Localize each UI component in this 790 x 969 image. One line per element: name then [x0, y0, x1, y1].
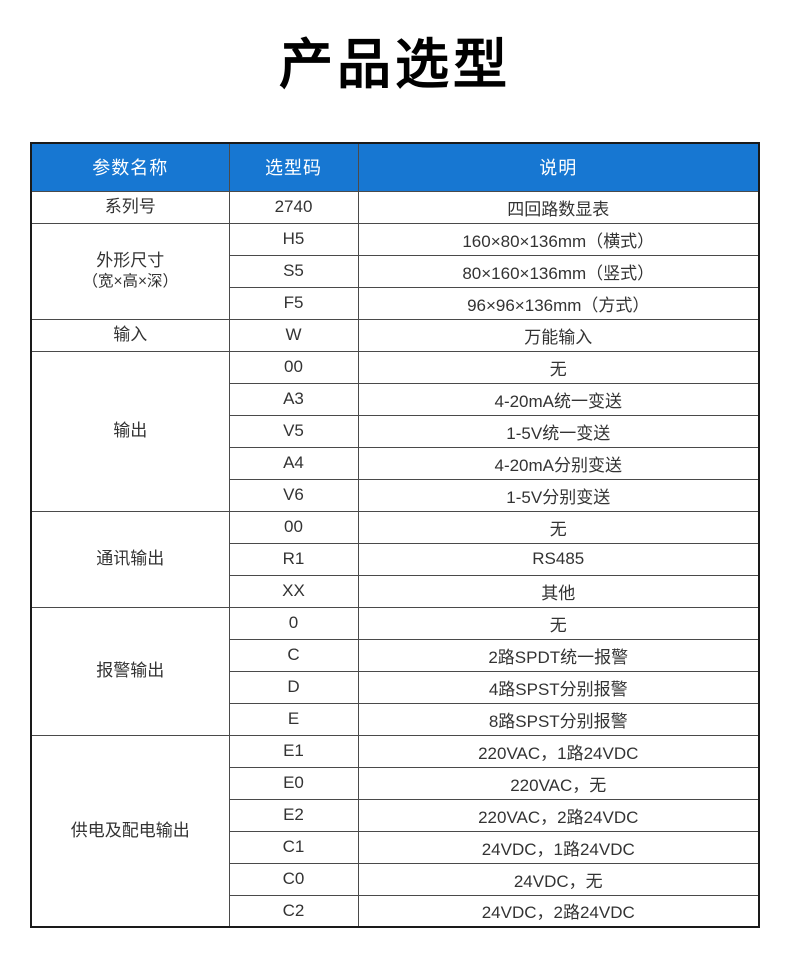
table-row: XX 其他: [31, 574, 760, 608]
desc-cell: 无: [357, 510, 760, 544]
param-label: 系列号: [104, 197, 156, 217]
code-cell: C0: [228, 862, 359, 896]
code-cell: H5: [228, 222, 359, 256]
param-cell: 输入: [30, 318, 230, 352]
code-cell: S5: [228, 254, 359, 288]
code-cell: A4: [228, 446, 359, 480]
table-row: E2 220VAC，2路24VDC: [31, 798, 760, 832]
table-row: A4 4-20mA分别变送: [31, 446, 760, 480]
desc-cell: 1-5V分别变送: [357, 478, 760, 512]
desc-cell: 2路SPDT统一报警: [357, 638, 760, 672]
param-cell: 输出: [30, 350, 230, 512]
desc-cell: 80×160×136mm（竖式）: [357, 254, 760, 288]
table-row: A3 4-20mA统一变送: [31, 382, 760, 416]
code-cell: E: [228, 702, 359, 736]
desc-cell: 4-20mA统一变送: [357, 382, 760, 416]
code-cell: C2: [228, 894, 359, 928]
table-row: 报警输出 0 无: [30, 606, 760, 736]
desc-cell: 220VAC，2路24VDC: [357, 798, 760, 832]
param-label: 报警输出: [96, 661, 165, 681]
table-row: R1 RS485: [31, 542, 760, 576]
param-label: 通讯输出: [96, 549, 165, 569]
code-cell: 0: [228, 606, 359, 640]
code-cell: XX: [228, 574, 359, 608]
desc-cell: 4路SPST分别报警: [357, 670, 760, 704]
table-row: 外形尺寸 （宽×高×深） H5 160×80×136mm（横式）: [30, 222, 760, 320]
code-cell: E2: [228, 798, 359, 832]
table-row: 输出 00 无: [30, 350, 760, 512]
desc-cell: 4-20mA分别变送: [357, 446, 760, 480]
column-header-param: 参数名称: [30, 142, 230, 192]
table-row: F5 96×96×136mm（方式）: [31, 286, 760, 320]
param-label: 输出: [113, 421, 148, 441]
desc-cell: 无: [357, 350, 760, 384]
code-cell: V6: [228, 478, 359, 512]
code-cell: F5: [228, 286, 359, 320]
code-cell: A3: [228, 382, 359, 416]
code-cell: C1: [228, 830, 359, 864]
param-cell: 报警输出: [30, 606, 230, 736]
code-cell: E0: [228, 766, 359, 800]
product-selection-table: 参数名称 选型码 说明 系列号 2740 四回路数显表外形尺寸 （宽×高×深） H5 16…: [30, 142, 760, 929]
desc-cell: 24VDC，无: [357, 862, 760, 896]
desc-cell: 24VDC，2路24VDC: [357, 894, 760, 928]
table-row: C0 24VDC，无: [31, 862, 760, 896]
code-cell: W: [228, 318, 359, 352]
param-cell: 通讯输出: [30, 510, 230, 608]
code-cell: 00: [228, 350, 359, 384]
desc-cell: 220VAC，1路24VDC: [357, 734, 760, 768]
code-cell: 00: [228, 510, 359, 544]
param-cell: 系列号: [30, 190, 230, 224]
param-label: 输入: [113, 325, 148, 345]
table-row: S5 80×160×136mm（竖式）: [31, 254, 760, 288]
desc-cell: 220VAC，无: [357, 766, 760, 800]
desc-cell: 96×96×136mm（方式）: [357, 286, 760, 320]
desc-cell: 无: [357, 606, 760, 640]
table-row: 输入 W 万能输入: [30, 318, 760, 352]
desc-cell: 160×80×136mm（横式）: [357, 222, 760, 256]
code-cell: D: [228, 670, 359, 704]
table-row: 供电及配电输出 E1 220VAC，1路24VDC: [30, 734, 760, 928]
param-sublabel: （宽×高×深）: [82, 273, 179, 291]
page-title: 产品选型: [279, 35, 511, 95]
table-row: V6 1-5V分别变送: [31, 478, 760, 512]
table-row: E 8路SPST分别报警: [31, 702, 760, 736]
param-label: 供电及配电输出: [70, 820, 190, 840]
table-row: E0 220VAC，无: [31, 766, 760, 800]
code-cell: R1: [228, 542, 359, 576]
param-cell: 供电及配电输出: [30, 734, 230, 928]
table-row: 通讯输出 00 无: [30, 510, 760, 608]
desc-cell: 四回路数显表: [357, 190, 760, 224]
desc-cell: 8路SPST分别报警: [357, 702, 760, 736]
header-row: 参数名称 选型码 说明: [30, 142, 760, 192]
desc-cell: 24VDC，1路24VDC: [357, 830, 760, 864]
table-row: C1 24VDC，1路24VDC: [31, 830, 760, 864]
column-header-desc: 说明: [357, 142, 760, 192]
table-row: 系列号 2740 四回路数显表: [30, 190, 760, 224]
desc-cell: RS485: [357, 542, 760, 576]
table-body: 系列号 2740 四回路数显表外形尺寸 （宽×高×深） H5 160×80×136mm（横…: [30, 190, 760, 928]
code-cell: V5: [228, 414, 359, 448]
desc-cell: 万能输入: [357, 318, 760, 352]
param-label: 外形尺寸: [96, 250, 165, 270]
table-header: 参数名称 选型码 说明: [30, 142, 760, 192]
table-row: C2 24VDC，2路24VDC: [31, 894, 760, 928]
code-cell: E1: [228, 734, 359, 768]
code-cell: C: [228, 638, 359, 672]
code-cell: 2740: [228, 190, 359, 224]
column-header-code: 选型码: [228, 142, 359, 192]
table-row: D 4路SPST分别报警: [31, 670, 760, 704]
param-cell: 外形尺寸 （宽×高×深）: [30, 222, 230, 320]
desc-cell: 其他: [357, 574, 760, 608]
table-row: V5 1-5V统一变送: [31, 414, 760, 448]
desc-cell: 1-5V统一变送: [357, 414, 760, 448]
